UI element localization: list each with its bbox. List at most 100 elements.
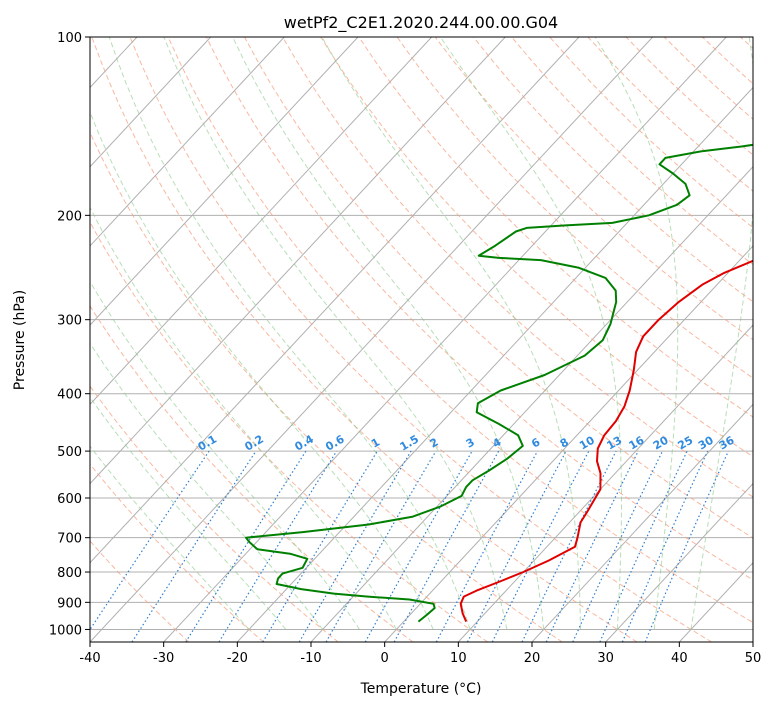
y-tick-label: 1000 [49, 623, 82, 638]
mixing-ratio-label: 1.5 [398, 433, 421, 454]
isotherm [605, 482, 753, 642]
dry-adiabat [701, 37, 753, 85]
mixing-ratio-label: 0.2 [242, 433, 265, 454]
dry-adiabat [129, 37, 712, 642]
x-tick-label: 10 [450, 651, 467, 666]
moist-adiabat [163, 37, 508, 630]
mixing-ratio-label: 10 [577, 433, 597, 452]
isotherm [90, 37, 580, 564]
mixing-ratio-label: 2 [428, 436, 441, 451]
x-tick-label: -40 [79, 651, 100, 666]
moist-adiabat [90, 110, 434, 630]
x-tick-label: -20 [227, 651, 248, 666]
mixing-ratio-line [218, 450, 338, 642]
dry-adiabat [282, 37, 753, 498]
moist-adiabat [439, 37, 622, 630]
dry-adiabat [167, 37, 753, 624]
mixing-ratio-label: 6 [529, 435, 542, 450]
reference-line-labels: 0.1 0.2 0.4 0.6 1 1.5 2 3 4 6 8 10 13 16 20 25 30 36 [196, 432, 737, 453]
y-tick-label: 300 [57, 314, 82, 329]
mixing-ratio-line [131, 450, 257, 642]
mixing-ratio-line [435, 450, 539, 642]
x-tick-label: 30 [597, 651, 614, 666]
dry-adiabat [473, 37, 753, 303]
dry-adiabat [244, 37, 753, 539]
dry-adiabat [396, 37, 753, 379]
isotherm [163, 37, 727, 642]
isotherm [236, 86, 753, 642]
mixing-ratio-line [621, 450, 709, 642]
isotherm [90, 37, 359, 326]
moist-adiabat [90, 206, 397, 630]
mixing-ratio-line [521, 450, 617, 642]
isotherm [752, 641, 753, 642]
mixing-ratio-label: 36 [717, 433, 737, 452]
mixing-ratio-line [545, 450, 639, 642]
dewpoint-profile [245, 143, 753, 623]
mixing-ratio-line [393, 450, 500, 642]
mixing-ratio-line [491, 450, 590, 642]
isotherm [531, 403, 753, 642]
y-tick-label: 400 [57, 388, 82, 403]
x-tick-label: 40 [671, 651, 688, 666]
dry-adiabat [320, 37, 753, 458]
isotherm [678, 562, 753, 642]
y-tick-label: 800 [57, 566, 82, 581]
y-tick-label: 200 [57, 209, 82, 224]
y-tick-label: 900 [57, 596, 82, 611]
mixing-ratio-label: 3 [464, 436, 477, 451]
x-tick-label: 0 [381, 651, 389, 666]
mixing-ratio-label: 8 [558, 436, 571, 451]
y-tick-label: 500 [57, 445, 82, 460]
mixing-ratio-line [644, 450, 729, 642]
dry-adiabat [90, 131, 563, 642]
mixing-ratio-label: 25 [676, 434, 696, 453]
temperature-profile [459, 259, 753, 622]
mixing-ratio-line [185, 450, 307, 642]
plot-frame [89, 36, 754, 643]
moist-adiabat [90, 342, 324, 630]
dry-adiabat [549, 37, 753, 229]
isotherm [457, 324, 753, 642]
dry-adiabat [663, 37, 753, 120]
background-lines [90, 37, 753, 642]
profile-lines [245, 143, 753, 623]
moist-adiabat [90, 445, 250, 630]
y-axis-ticks: 100 200 300 400 500 600 700 800 900 1000 [49, 31, 90, 638]
mixing-ratio-line [364, 450, 473, 642]
moist-adiabat [594, 37, 679, 630]
y-tick-label: 700 [57, 532, 82, 547]
dry-adiabat [90, 221, 488, 642]
y-axis-label: Pressure (hPa) [12, 290, 28, 390]
moist-adiabat [321, 37, 581, 630]
dry-adiabat [434, 37, 753, 341]
mixing-ratio-label: 16 [627, 433, 647, 452]
moist-adiabat [90, 396, 287, 630]
moist-adiabat [232, 37, 545, 630]
mixing-ratio-label: 0.1 [196, 433, 219, 454]
y-tick-label: 600 [57, 492, 82, 507]
mixing-ratio-label: 20 [651, 433, 671, 452]
moist-adiabat [90, 280, 360, 630]
x-tick-label: 50 [745, 651, 762, 666]
dry-adiabat [91, 37, 638, 642]
dry-adiabat [90, 540, 190, 642]
mixing-ratio-line [298, 450, 412, 642]
x-axis-ticks: -40 -30 -20 -10 0 10 20 30 40 50 [79, 642, 761, 666]
chart-title: wetPf2_C2E1.2020.244.00.00.G04 [284, 13, 558, 33]
dry-adiabat [90, 385, 339, 642]
mixing-ratio-label: 30 [696, 433, 716, 452]
dry-adiabat [90, 305, 414, 642]
isotherm [90, 37, 433, 406]
dry-adiabat [740, 37, 753, 50]
y-tick-label: 100 [57, 31, 82, 46]
isotherm [90, 37, 506, 485]
isotherm [90, 37, 212, 168]
moist-adiabat [108, 37, 471, 630]
mixing-ratio-line [572, 450, 664, 642]
moist-adiabat [690, 37, 753, 630]
mixing-ratio-line [90, 450, 210, 631]
mixing-ratio-label: 0.6 [323, 432, 347, 453]
x-tick-label: 20 [524, 651, 541, 666]
mixing-ratio-label: 1 [369, 436, 382, 451]
